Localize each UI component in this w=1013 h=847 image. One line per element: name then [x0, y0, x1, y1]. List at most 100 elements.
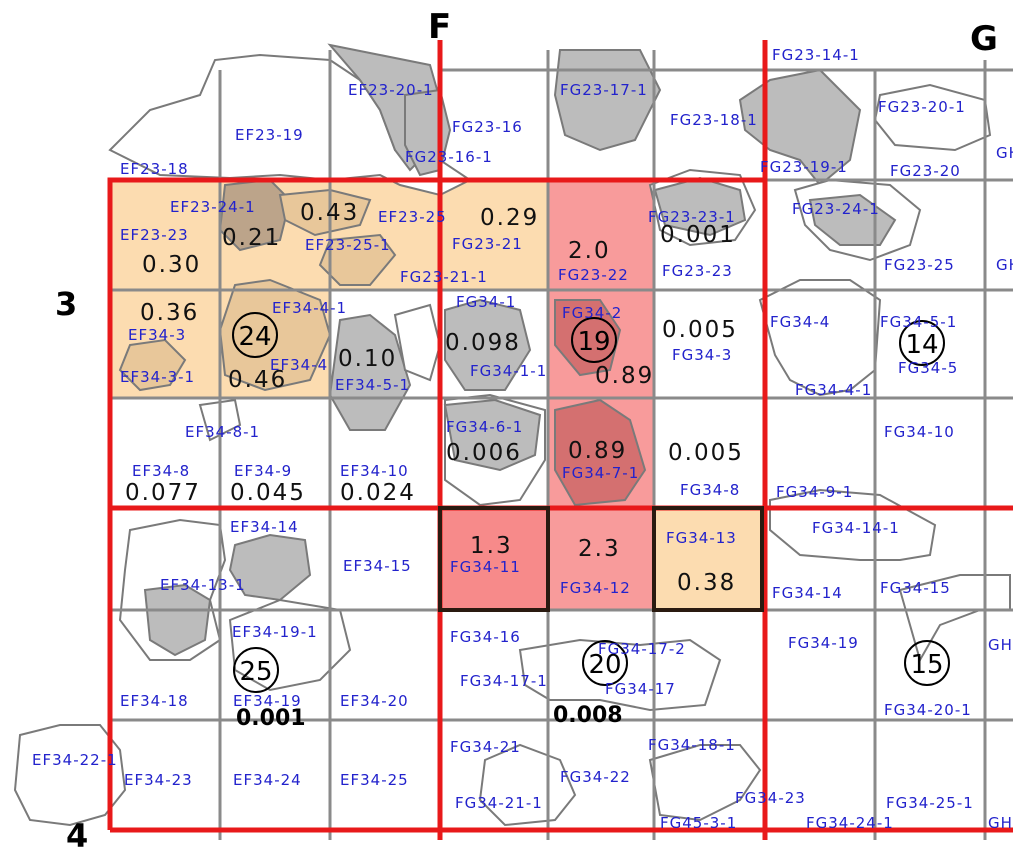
svg-text:EF34-3: EF34-3	[128, 326, 186, 344]
col-label-g: G	[970, 19, 998, 59]
svg-text:FG34-19: FG34-19	[788, 634, 859, 652]
cell-labels: EF23-20-1 FG23-17-1 FG23-14-1 EF23-19 FG…	[32, 46, 1013, 832]
svg-text:0.10: 0.10	[338, 346, 397, 372]
svg-text:FG34-7-1: FG34-7-1	[562, 464, 639, 482]
svg-text:0.005: 0.005	[662, 317, 738, 343]
svg-text:FG34-10: FG34-10	[884, 423, 955, 441]
svg-text:EF34-23: EF34-23	[124, 771, 193, 789]
svg-text:FG45-3-1: FG45-3-1	[660, 814, 737, 832]
svg-text:FG23-14-1: FG23-14-1	[772, 46, 860, 64]
grid-reference-labels: F G 3 4	[55, 7, 998, 847]
svg-text:GH: GH	[988, 814, 1013, 832]
major-grid	[107, 40, 1013, 840]
area-marker-19	[571, 317, 617, 363]
svg-text:1.3: 1.3	[470, 533, 513, 559]
svg-text:FG23-21: FG23-21	[452, 235, 523, 253]
svg-text:EF34-13-1: EF34-13-1	[160, 576, 246, 594]
svg-text:0.001: 0.001	[236, 706, 306, 731]
svg-text:EF34-5-1: EF34-5-1	[335, 376, 410, 394]
area-markers	[232, 312, 950, 693]
svg-text:19: 19	[577, 327, 610, 357]
svg-text:EF34-3-1: EF34-3-1	[120, 368, 195, 386]
svg-text:0.38: 0.38	[677, 570, 736, 596]
svg-text:EF34-14: EF34-14	[230, 518, 299, 536]
svg-text:EF34-19-1: EF34-19-1	[232, 623, 318, 641]
svg-text:FG34-5: FG34-5	[898, 359, 958, 377]
svg-text:0.005: 0.005	[668, 440, 744, 466]
svg-text:2.0: 2.0	[568, 238, 611, 264]
svg-text:FG23-24-1: FG23-24-1	[792, 200, 880, 218]
area-marker-24	[232, 312, 278, 358]
svg-text:0.46: 0.46	[228, 367, 287, 393]
svg-text:EF34-15: EF34-15	[343, 557, 412, 575]
svg-text:EF34-9: EF34-9	[234, 462, 292, 480]
svg-text:FG34-25-1: FG34-25-1	[886, 794, 974, 812]
svg-text:FG34-5-1: FG34-5-1	[880, 313, 957, 331]
svg-text:FG34-14-1: FG34-14-1	[812, 519, 900, 537]
svg-text:EF23-24-1: EF23-24-1	[170, 198, 256, 216]
svg-text:FG34-14: FG34-14	[772, 584, 843, 602]
area-marker-15	[904, 640, 950, 686]
svg-text:FG34-1: FG34-1	[456, 293, 516, 311]
svg-text:EF23-19: EF23-19	[235, 126, 304, 144]
svg-text:EF34-4: EF34-4	[270, 356, 328, 374]
svg-text:0.006: 0.006	[446, 440, 522, 466]
svg-text:FG34-24-1: FG34-24-1	[806, 814, 894, 832]
svg-text:FG34-8: FG34-8	[680, 481, 740, 499]
svg-text:GH: GH	[996, 256, 1013, 274]
svg-text:24: 24	[238, 322, 271, 352]
land-parcels	[13, 43, 1011, 827]
svg-text:FG34-9-1: FG34-9-1	[776, 483, 853, 501]
svg-text:EF34-24: EF34-24	[233, 771, 302, 789]
svg-text:FG34-11: FG34-11	[450, 558, 521, 576]
svg-text:0.43: 0.43	[300, 200, 359, 226]
svg-text:FG34-17-1: FG34-17-1	[460, 672, 548, 690]
area-marker-20	[582, 640, 628, 686]
svg-text:EF34-25: EF34-25	[340, 771, 409, 789]
svg-text:FG23-16: FG23-16	[452, 118, 523, 136]
row-label-3: 3	[55, 285, 77, 323]
svg-text:EF34-20: EF34-20	[340, 692, 409, 710]
svg-text:EF34-8-1: EF34-8-1	[185, 423, 260, 441]
svg-text:EF23-20-1: EF23-20-1	[348, 81, 434, 99]
area-marker-numbers: 24 19 14 25 20 15	[238, 322, 943, 687]
area-marker-14	[899, 320, 945, 366]
svg-text:0.89: 0.89	[595, 363, 654, 389]
svg-text:EF34-18: EF34-18	[120, 692, 189, 710]
svg-text:0.001: 0.001	[660, 222, 736, 248]
svg-text:EF23-23: EF23-23	[120, 226, 189, 244]
col-label-f: F	[428, 7, 451, 47]
svg-text:0.36: 0.36	[140, 300, 199, 326]
emphasis-borders	[438, 506, 764, 612]
svg-text:FG23-23-1: FG23-23-1	[648, 208, 736, 226]
svg-text:FG23-25: FG23-25	[884, 256, 955, 274]
svg-text:FG34-2: FG34-2	[562, 304, 622, 322]
svg-text:FG23-20: FG23-20	[890, 162, 961, 180]
svg-text:FG34-4: FG34-4	[770, 313, 830, 331]
svg-text:0.045: 0.045	[230, 480, 306, 506]
svg-text:0.077: 0.077	[125, 480, 201, 506]
svg-text:EF34-22-1: EF34-22-1	[32, 751, 118, 769]
svg-text:FG23-20-1: FG23-20-1	[878, 98, 966, 116]
svg-text:0.89: 0.89	[568, 438, 627, 464]
svg-text:FG34-3: FG34-3	[672, 346, 732, 364]
svg-text:14: 14	[905, 330, 938, 360]
svg-text:FG34-17: FG34-17	[605, 680, 676, 698]
svg-text:FG23-17-1: FG23-17-1	[560, 81, 648, 99]
svg-text:0.098: 0.098	[445, 330, 521, 356]
svg-text:2.3: 2.3	[578, 536, 621, 562]
svg-text:FG34-21-1: FG34-21-1	[455, 794, 543, 812]
svg-text:0.024: 0.024	[340, 480, 416, 506]
svg-text:FG34-15: FG34-15	[880, 579, 951, 597]
svg-text:0.29: 0.29	[480, 205, 539, 231]
svg-text:FG23-23: FG23-23	[662, 262, 733, 280]
svg-text:FG23-21-1: FG23-21-1	[400, 268, 488, 286]
svg-text:EF23-18: EF23-18	[120, 160, 189, 178]
svg-text:EF23-25-1: EF23-25-1	[305, 236, 391, 254]
svg-text:GH: GH	[988, 636, 1013, 654]
row-label-4: 4	[66, 817, 88, 847]
svg-text:FG34-6-1: FG34-6-1	[446, 418, 523, 436]
svg-text:0.008: 0.008	[553, 703, 623, 728]
measurement-values: 0.43 0.29 0.21 2.0 0.001 0.30 0.36 0.098…	[125, 200, 744, 731]
